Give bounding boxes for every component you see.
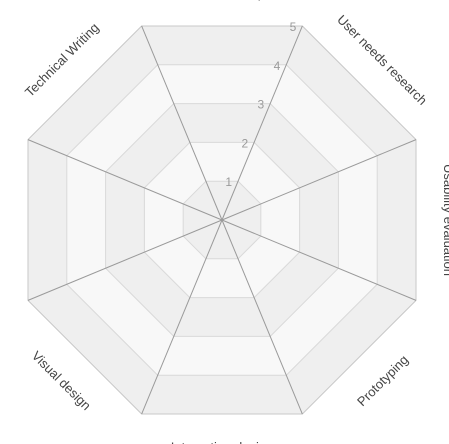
axis-spoke [141,219,223,415]
tick-label: 1 [225,175,232,189]
axis-label: Interaction design [171,440,274,444]
axis-spoke [27,219,223,301]
axis-label: Usability evaluation [441,164,449,276]
axis-spoke [221,219,417,301]
axis-spoke [221,139,417,221]
tick-label: 4 [274,59,281,73]
axis-spoke [221,219,303,415]
axis-spoke [27,139,223,221]
axis-label: Prototyping [354,352,411,409]
tick-labels: 1 2 3 4 5 [225,20,296,189]
tick-label: 2 [241,136,248,150]
axis-spoke [221,25,303,221]
axis-label: UX Leadership [179,0,265,1]
axis-spoke [141,25,223,221]
axis-label: Visual design [29,348,94,413]
tick-label: 5 [290,20,297,34]
axis-label: Information Architecture [0,151,3,288]
axis-spokes [27,25,417,415]
tick-label: 3 [258,98,265,112]
